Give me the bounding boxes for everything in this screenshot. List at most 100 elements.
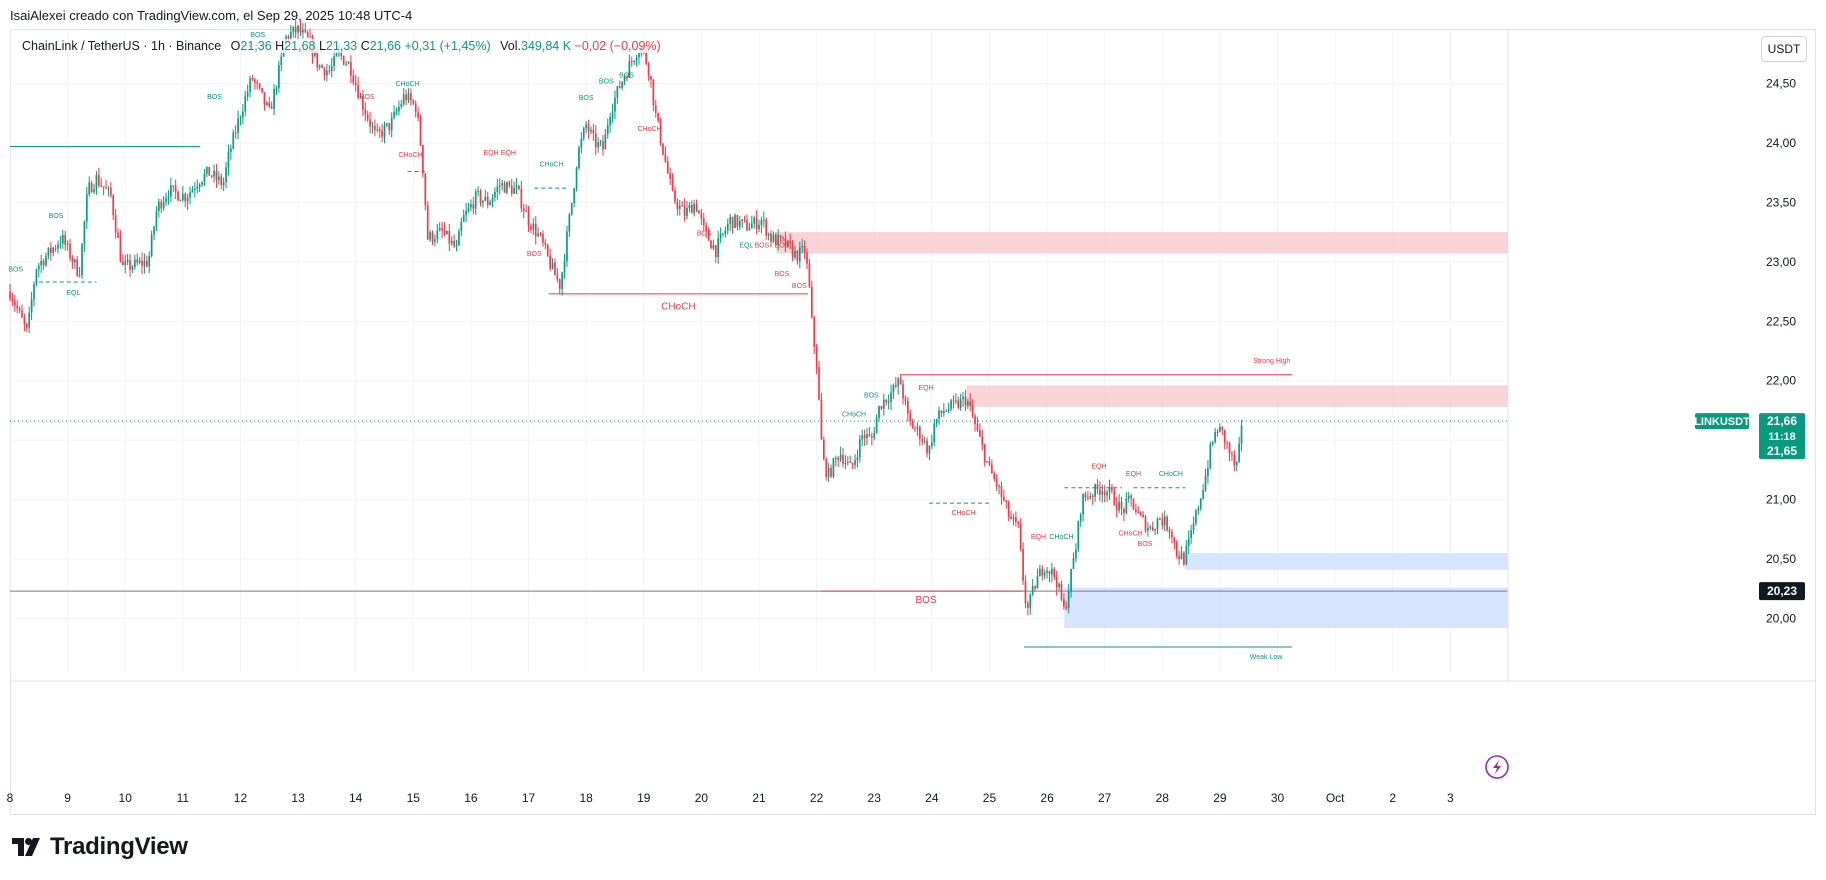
candle-body — [489, 202, 491, 205]
x-tick-label: 17 — [522, 791, 536, 805]
candle-body — [1226, 442, 1228, 444]
candle-body — [1209, 444, 1212, 469]
y-tick-label: 20,00 — [1766, 612, 1796, 626]
candle-body — [947, 409, 950, 411]
candle-body — [955, 400, 957, 402]
candle-body — [957, 400, 960, 408]
candle-body — [537, 233, 539, 237]
candle-body — [1019, 523, 1022, 550]
candle-body — [849, 461, 852, 463]
candle-body — [18, 308, 21, 311]
candle-body — [393, 111, 395, 118]
candle-body — [633, 60, 636, 62]
candle-body — [678, 205, 681, 209]
candle-body — [1207, 468, 1209, 477]
candle-body — [470, 204, 472, 208]
candle-body — [630, 61, 633, 63]
candle-body — [170, 185, 172, 197]
candle-body — [767, 233, 770, 236]
candle-body — [1139, 512, 1142, 515]
candle-body — [1144, 516, 1147, 531]
candle-body — [141, 260, 143, 266]
currency-button[interactable]: USDT — [1761, 36, 1807, 62]
candle-body — [774, 234, 777, 245]
candle-body — [967, 401, 969, 406]
open-label: O — [230, 39, 241, 53]
candle-body — [518, 185, 520, 189]
candle-body — [266, 102, 268, 105]
candle-body — [1060, 583, 1063, 600]
candle-body — [1135, 509, 1137, 513]
candle-body — [167, 196, 170, 198]
candle-body — [1063, 599, 1065, 607]
demand-zone — [1064, 587, 1508, 629]
candle-body — [340, 51, 343, 57]
candle-body — [714, 245, 717, 257]
candle-body — [220, 176, 223, 186]
candle-body — [950, 400, 952, 410]
annotation-bos: BOS — [599, 79, 614, 86]
candle-body — [1223, 429, 1226, 443]
close-value: 21,66 — [369, 39, 401, 53]
annotation-eql: EQL — [739, 243, 753, 250]
candle-body — [892, 384, 895, 393]
candle-body — [1058, 583, 1060, 588]
change-value: +0,31 (+1,45%) — [404, 39, 491, 53]
candle-body — [364, 109, 367, 115]
candle-body — [429, 232, 431, 240]
candle-body — [81, 244, 83, 276]
candle-body — [832, 458, 835, 477]
candle-body — [73, 259, 76, 263]
x-tick-label: 23 — [868, 791, 882, 805]
candle-body — [882, 399, 885, 409]
candle-body — [794, 250, 796, 258]
candle-body — [806, 252, 808, 264]
candle-body — [1159, 518, 1161, 520]
annotation-choch: CHoCH — [540, 162, 564, 169]
candle-body — [659, 120, 662, 144]
annotation-bos: BOS — [619, 73, 634, 80]
candle-body — [1216, 431, 1219, 433]
candle-body — [810, 286, 813, 318]
annotation-eqh: EQH — [1126, 471, 1141, 478]
candle-body — [395, 111, 398, 113]
candle-body — [347, 62, 350, 64]
annotation-bos: BOS — [360, 94, 375, 101]
annotation-choch: CHoCH — [398, 152, 422, 159]
annotation-bos: BOS — [792, 283, 807, 290]
candle-body — [136, 259, 139, 263]
candle-body — [1099, 489, 1101, 495]
candle-body — [335, 53, 338, 57]
candle-body — [1084, 494, 1087, 498]
candle-body — [623, 77, 626, 82]
candle-body — [880, 406, 883, 409]
x-tick-label: 13 — [291, 791, 305, 805]
candle-body — [40, 260, 43, 266]
candle-body — [991, 464, 993, 474]
candle-body — [78, 275, 81, 277]
candle-body — [1214, 431, 1216, 442]
candle-body — [1096, 484, 1099, 490]
candle-body — [436, 230, 439, 240]
candle-body — [477, 190, 479, 192]
candle-body — [813, 317, 816, 348]
candle-body — [669, 173, 672, 179]
candle-body — [1199, 498, 1202, 509]
candle-body — [434, 239, 436, 242]
candle-body — [962, 396, 964, 400]
candle-body — [398, 106, 400, 112]
candle-body — [213, 170, 215, 177]
candle-body — [57, 244, 59, 249]
candle-body — [686, 207, 688, 217]
candle-body — [287, 36, 290, 39]
candle-body — [770, 233, 772, 242]
x-tick-label: 12 — [234, 791, 248, 805]
brand-logo: TradingView — [12, 833, 188, 861]
candle-body — [145, 260, 148, 267]
candle-body — [676, 201, 679, 209]
candle-body — [530, 225, 532, 230]
x-tick-label: 28 — [1156, 791, 1170, 805]
candle-body — [1003, 497, 1005, 501]
candle-body — [446, 230, 448, 234]
